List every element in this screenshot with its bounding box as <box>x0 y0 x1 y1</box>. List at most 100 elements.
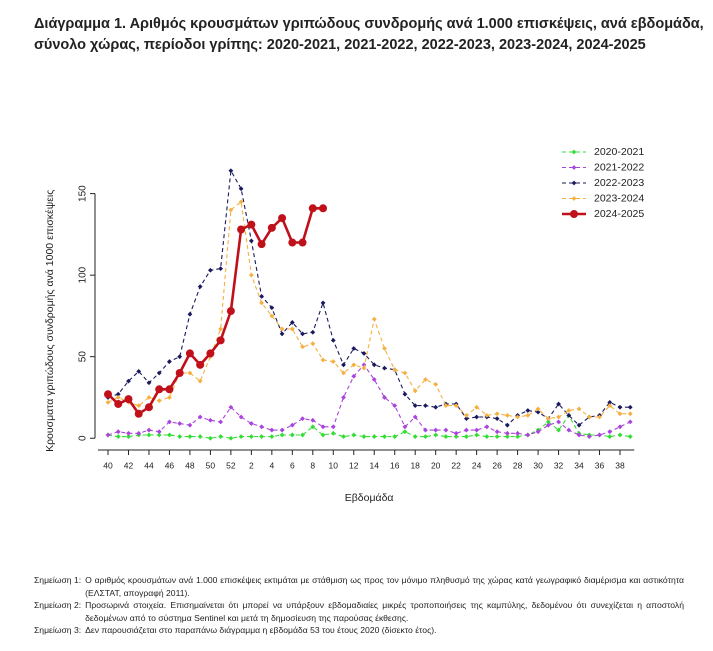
point <box>146 432 152 438</box>
point <box>237 225 246 234</box>
point <box>105 432 111 438</box>
point <box>361 362 367 368</box>
point <box>361 434 367 439</box>
point <box>167 359 172 364</box>
point <box>474 414 480 420</box>
note: Σημείωση 2: Προσωρινά στοιχεία. Επισημαίν… <box>34 599 684 624</box>
point <box>515 430 520 436</box>
point <box>197 284 203 289</box>
point <box>607 403 613 409</box>
point <box>402 429 408 435</box>
point <box>494 416 500 422</box>
x-tick-label: 16 <box>390 460 400 470</box>
point <box>197 378 203 384</box>
point <box>556 427 561 433</box>
point <box>289 422 295 428</box>
point <box>433 432 439 438</box>
x-tick-label: 22 <box>451 460 461 470</box>
point <box>187 370 193 376</box>
point <box>443 427 449 433</box>
point <box>228 404 234 410</box>
point <box>269 313 275 319</box>
point <box>330 359 336 364</box>
point <box>371 362 377 368</box>
x-tick-label: 20 <box>431 460 441 470</box>
point <box>586 434 592 439</box>
point <box>310 417 316 423</box>
point <box>269 434 275 439</box>
x-axis-label: Εβδομάδα <box>345 492 394 504</box>
x-tick-label: 28 <box>513 460 523 470</box>
point <box>474 432 480 438</box>
point <box>392 403 398 409</box>
legend-marker <box>571 196 577 201</box>
point <box>187 422 193 428</box>
point <box>146 427 152 433</box>
point <box>597 414 602 420</box>
point <box>351 432 357 438</box>
point <box>156 432 162 438</box>
point <box>382 346 387 351</box>
point <box>556 419 561 425</box>
point <box>443 434 449 439</box>
point <box>248 434 254 439</box>
point <box>208 267 213 273</box>
point <box>300 344 305 350</box>
point <box>392 367 398 373</box>
point <box>300 432 305 438</box>
notes: Σημείωση 1: Ο αριθμός κρουσμάτων ανά 1.00… <box>34 574 684 637</box>
x-tick-label: 52 <box>226 460 236 470</box>
point <box>443 403 449 409</box>
point <box>474 427 480 433</box>
series-line <box>107 201 631 420</box>
point <box>320 300 326 306</box>
point <box>248 421 254 426</box>
point <box>134 409 143 418</box>
point <box>177 421 183 426</box>
point <box>146 380 152 386</box>
title-line: σύνολο χώρας, περίοδοι γρίπης: 2020-2021… <box>34 37 646 53</box>
x-tick-label: 34 <box>574 460 584 470</box>
point <box>474 404 480 410</box>
point <box>165 385 174 394</box>
point <box>566 408 572 413</box>
point <box>464 427 469 433</box>
point <box>402 370 408 376</box>
point <box>556 401 561 407</box>
point <box>279 432 285 438</box>
point <box>124 395 133 404</box>
point <box>484 424 490 430</box>
point <box>218 326 224 332</box>
point <box>206 349 215 358</box>
point <box>607 429 613 435</box>
point <box>382 395 387 400</box>
point <box>269 427 275 433</box>
point <box>361 351 367 356</box>
point <box>330 424 336 430</box>
point <box>607 434 613 439</box>
x-tick-label: 42 <box>124 460 134 470</box>
y-tick-label: 100 <box>78 266 89 283</box>
point <box>226 307 235 316</box>
point <box>566 427 572 433</box>
point <box>423 434 428 439</box>
point <box>208 435 213 441</box>
point <box>627 411 633 417</box>
point <box>136 430 142 436</box>
point <box>484 434 490 439</box>
point <box>319 204 328 213</box>
point <box>238 414 244 420</box>
note: Σημείωση 1: Ο αριθμός κρουσμάτων ανά 1.00… <box>34 574 684 599</box>
legend-label: 2022-2023 <box>594 177 644 189</box>
point <box>627 434 633 439</box>
point <box>607 399 613 405</box>
point <box>247 220 256 229</box>
point <box>267 223 276 232</box>
point <box>371 434 377 439</box>
point <box>310 329 316 335</box>
point <box>504 412 510 418</box>
point <box>494 434 500 439</box>
x-tick-label: 44 <box>144 460 154 470</box>
point <box>545 419 551 425</box>
